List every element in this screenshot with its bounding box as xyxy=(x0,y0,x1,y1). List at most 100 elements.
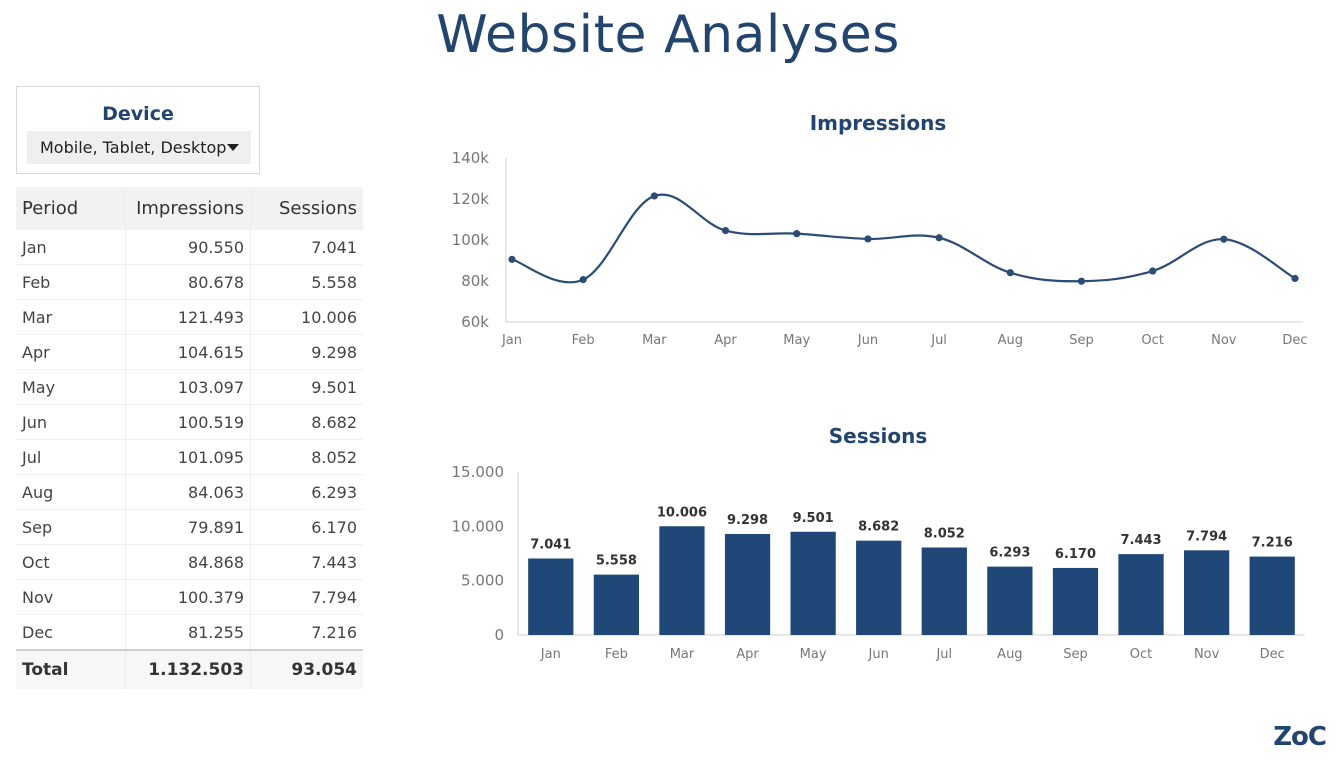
y-tick-label: 0 xyxy=(494,626,504,644)
impressions-point-dec[interactable] xyxy=(1291,274,1299,283)
bar-value-label: 8.682 xyxy=(858,520,899,535)
x-tick-label: Jan xyxy=(501,333,522,348)
cell-period: Dec xyxy=(16,614,126,650)
impressions-point-sep[interactable] xyxy=(1077,277,1086,285)
impressions-series-line xyxy=(511,193,1296,284)
cell-sessions: 7.443 xyxy=(250,544,363,580)
cell-sessions: 8.052 xyxy=(250,439,363,475)
sessions-bar-oct[interactable] xyxy=(1118,554,1164,635)
x-tick-label: May xyxy=(783,333,810,348)
x-tick-label: Mar xyxy=(642,333,667,348)
bar-value-label: 7.216 xyxy=(1252,536,1293,551)
total-cell-sessions: 93.054 xyxy=(250,649,363,689)
sessions-bar-mar[interactable] xyxy=(659,526,705,635)
bar-value-label: 7.794 xyxy=(1186,529,1227,544)
x-tick-label: Sep xyxy=(1063,647,1088,662)
total-cell-period: Total xyxy=(16,649,126,689)
impressions-line-chart: Impressions 60k 80k 100k 120k 140k Jan Feb Mar Ap… xyxy=(452,111,1308,348)
x-tick-label: Jun xyxy=(857,333,878,348)
cell-sessions: 5.558 xyxy=(250,264,363,300)
column-header-sessions[interactable]: Sessions xyxy=(250,187,363,230)
table-row: Mar 121.493 10.006 xyxy=(16,299,363,335)
column-header-impressions[interactable]: Impressions xyxy=(125,187,251,230)
cell-sessions: 9.298 xyxy=(250,334,363,370)
column-header-period[interactable]: Period xyxy=(16,187,126,230)
y-tick-label: 10.000 xyxy=(452,517,505,535)
cell-impressions: 84.063 xyxy=(125,474,251,510)
cell-sessions: 6.170 xyxy=(250,509,363,545)
cell-impressions: 103.097 xyxy=(125,369,251,405)
sessions-chart-title: Sessions xyxy=(829,424,928,448)
impressions-point-may[interactable] xyxy=(793,230,801,238)
impressions-chart-title: Impressions xyxy=(810,111,947,135)
cell-period: Jan xyxy=(16,229,126,265)
x-tick-label: May xyxy=(800,647,827,662)
sessions-bar-jul[interactable] xyxy=(921,547,967,635)
device-dropdown-value: Mobile, Tablet, Desktop xyxy=(40,138,227,157)
x-tick-label: Nov xyxy=(1211,333,1237,348)
table-row: Oct 84.868 7.443 xyxy=(16,544,363,580)
cell-sessions: 10.006 xyxy=(250,299,363,335)
y-tick-label: 15.000 xyxy=(452,463,505,481)
impressions-point-jan[interactable] xyxy=(508,255,516,263)
x-tick-label: Aug xyxy=(998,333,1023,348)
x-tick-label: Feb xyxy=(572,333,595,348)
x-tick-label: Jul xyxy=(930,333,947,348)
cell-impressions: 121.493 xyxy=(125,299,251,335)
cell-sessions: 7.794 xyxy=(250,579,363,615)
bar-value-label: 8.052 xyxy=(924,527,965,542)
cell-period: Sep xyxy=(16,509,126,545)
x-tick-label: Sep xyxy=(1069,333,1094,348)
bar-value-label: 7.041 xyxy=(530,537,571,552)
brand-logo: ZoC xyxy=(1273,722,1327,752)
cell-period: Nov xyxy=(16,579,126,615)
sessions-bar-jun[interactable] xyxy=(856,540,902,635)
table-row: Feb 80.678 5.558 xyxy=(16,264,363,300)
x-tick-label: Oct xyxy=(1141,333,1163,348)
table-row: Jun 100.519 8.682 xyxy=(16,404,363,440)
device-dropdown[interactable]: Mobile, Tablet, Desktop xyxy=(27,131,251,164)
table-row: Apr 104.615 9.298 xyxy=(16,334,363,370)
sessions-bar-may[interactable] xyxy=(790,531,836,635)
bar-value-label: 5.558 xyxy=(596,554,637,569)
table-row: Nov 100.379 7.794 xyxy=(16,579,363,615)
sessions-bar-sep[interactable] xyxy=(1052,567,1099,635)
sessions-bar-apr[interactable] xyxy=(724,533,771,635)
bar-value-label: 6.293 xyxy=(989,546,1030,561)
x-tick-label: Aug xyxy=(997,647,1022,662)
x-tick-label: Oct xyxy=(1130,647,1152,662)
cell-impressions: 100.379 xyxy=(125,579,251,615)
impressions-point-jul[interactable] xyxy=(935,234,943,242)
x-tick-label: Jun xyxy=(868,647,889,662)
impressions-point-feb[interactable] xyxy=(579,276,587,284)
impressions-point-apr[interactable] xyxy=(721,226,730,235)
impressions-point-jun[interactable] xyxy=(864,235,872,243)
impressions-point-aug[interactable] xyxy=(1006,269,1014,277)
impressions-point-oct[interactable] xyxy=(1149,267,1157,275)
sessions-bar-jan[interactable] xyxy=(528,558,574,635)
impressions-point-mar[interactable] xyxy=(650,192,658,200)
cell-period: Mar xyxy=(16,299,126,335)
total-cell-impressions: 1.132.503 xyxy=(125,649,251,689)
y-tick-label: 5.000 xyxy=(461,572,504,590)
y-tick-label: 120k xyxy=(452,190,490,208)
cell-period: Jul xyxy=(16,439,126,475)
table-body: Jan 90.550 7.041 Feb 80.678 5.558 Mar 121.493 10… xyxy=(16,229,363,689)
y-tick-label: 100k xyxy=(452,231,490,249)
sessions-bar-aug[interactable] xyxy=(987,566,1033,635)
sessions-bar-chart: Sessions 0 5.000 10.000 15.000 7.041 Jan 5.558 F… xyxy=(452,424,1305,662)
table-row: Sep 79.891 6.170 xyxy=(16,509,363,545)
sessions-bar-feb[interactable] xyxy=(593,574,640,635)
sessions-bar-nov[interactable] xyxy=(1183,550,1230,635)
impressions-point-nov[interactable] xyxy=(1220,235,1228,243)
cell-impressions: 90.550 xyxy=(125,229,251,265)
sessions-bar-dec[interactable] xyxy=(1249,556,1295,635)
cell-period: Oct xyxy=(16,544,126,580)
cell-period: Jun xyxy=(16,404,126,440)
chevron-down-icon xyxy=(227,144,239,151)
table-row: Jul 101.095 8.052 xyxy=(16,439,363,475)
table-row: May 103.097 9.501 xyxy=(16,369,363,405)
cell-period: Feb xyxy=(16,264,126,300)
cell-period: Aug xyxy=(16,474,126,510)
y-tick-label: 80k xyxy=(461,272,489,290)
